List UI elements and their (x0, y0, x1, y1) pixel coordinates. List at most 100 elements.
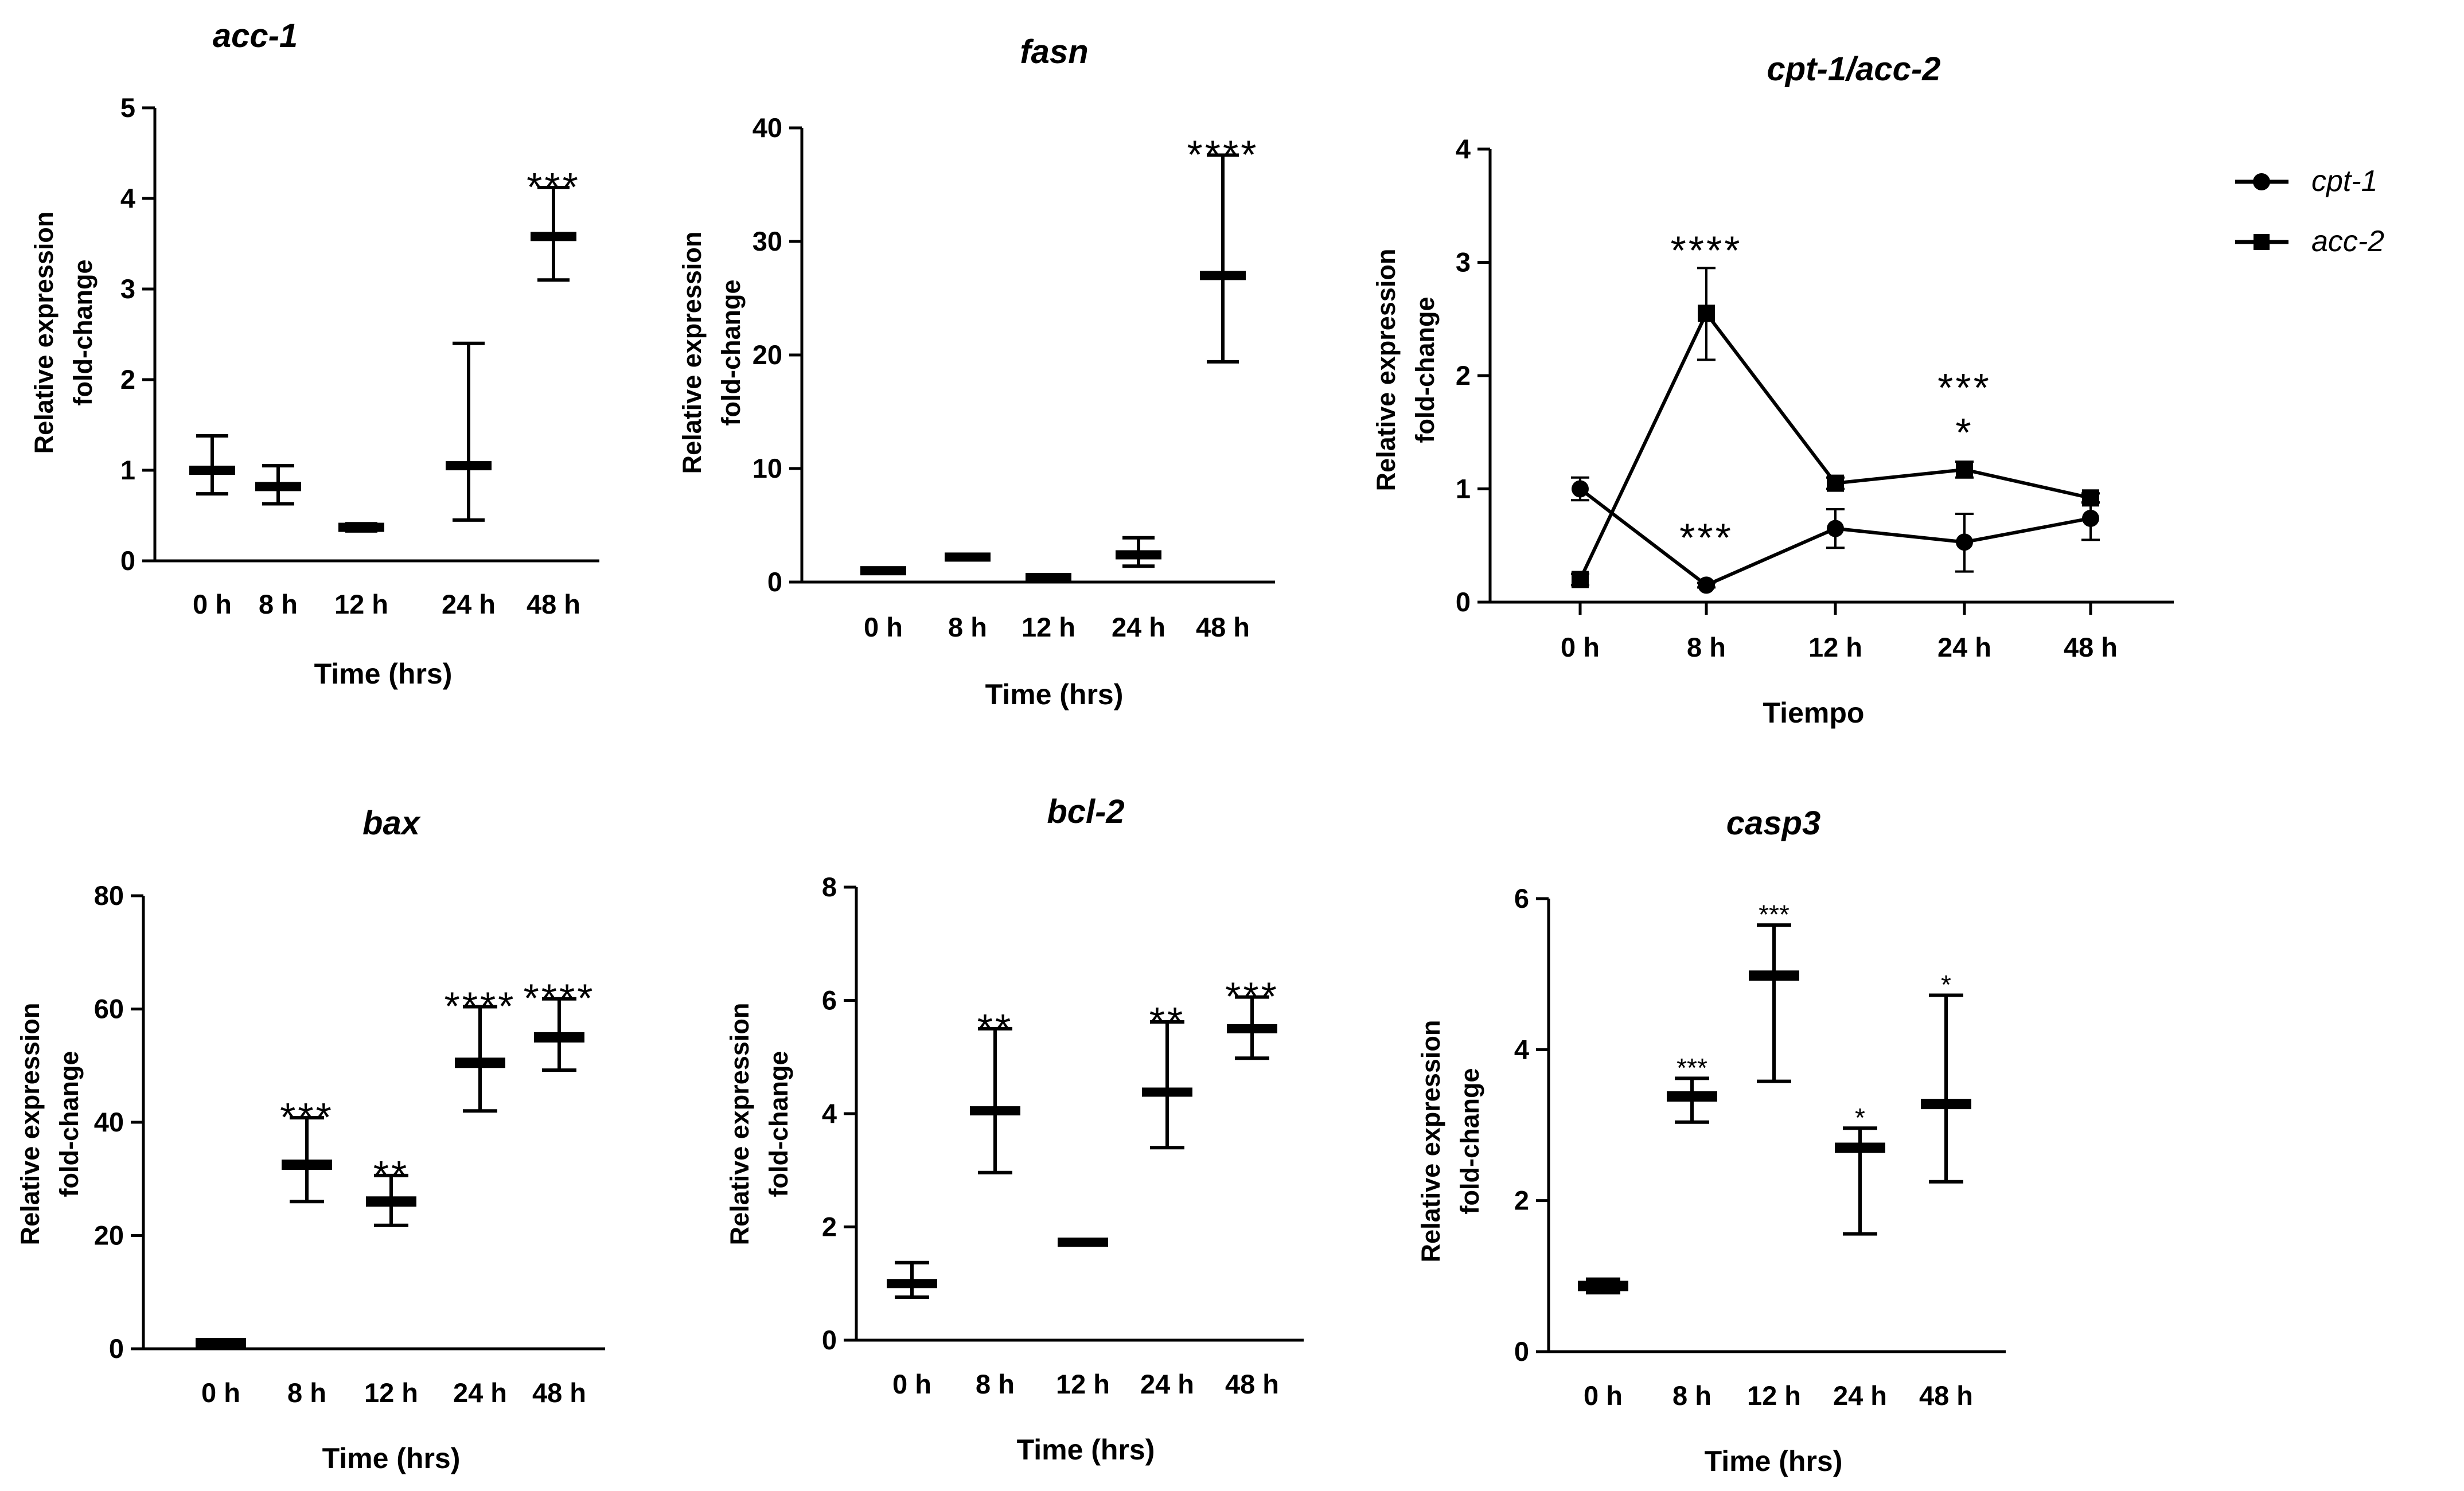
mean-bar (338, 522, 384, 532)
y-tick-label: 0 (120, 545, 135, 576)
data-point-group (1116, 536, 1161, 568)
y-tick-label: 0 (109, 1333, 124, 1364)
chart-title: acc-1 (213, 17, 298, 54)
data-point-group (887, 1260, 937, 1299)
data-point-group: ** (970, 1006, 1020, 1174)
mean-bar (1142, 1087, 1192, 1097)
y-tick-label: 2 (1456, 360, 1471, 391)
data-point-group: ** (1142, 999, 1192, 1150)
data-point-group (1058, 1238, 1108, 1247)
y-tick-label: 6 (1514, 883, 1529, 914)
mean-bar (366, 1196, 416, 1207)
y-tick-label: 20 (753, 339, 782, 370)
data-point-circle (1572, 480, 1589, 498)
significance-label: *** (280, 1095, 334, 1139)
y-tick-label: 2 (120, 364, 135, 395)
significance-label: *** (1225, 974, 1279, 1019)
y-tick-label: 10 (753, 453, 782, 483)
y-axis-label-line2: fold-change (1455, 1068, 1484, 1215)
y-tick-label: 4 (822, 1098, 837, 1129)
x-axis-label: Time (hrs) (1705, 1445, 1843, 1477)
mean-bar (1058, 1238, 1108, 1247)
mean-bar (970, 1106, 1020, 1116)
data-point-group (1026, 573, 1071, 583)
y-axis-label-line1: Relative expression (29, 212, 59, 454)
mean-bar (1578, 1281, 1628, 1291)
x-tick-label: 12 h (1022, 612, 1075, 642)
plot-area: 0 10 20 30 40 0 h 8 h 12 h 24 h 48 h **** (753, 112, 1275, 642)
x-tick-label: 12 h (334, 589, 388, 619)
chart-cpt-1-acc-2: cpt-1/acc-2 Relative expression fold-cha… (1371, 50, 2174, 729)
chart-title: casp3 (1726, 805, 1820, 842)
mean-bar (531, 232, 576, 241)
significance-label: **** (1671, 228, 1742, 272)
x-tick-label: 24 h (1112, 612, 1165, 642)
data-point-square (1827, 474, 1844, 492)
y-tick-label: 4 (1514, 1034, 1529, 1064)
x-tick-label: 0 h (193, 589, 232, 619)
y-tick-label: 6 (822, 985, 837, 1016)
data-point-square (1956, 460, 1973, 478)
data-point-group: * (1921, 970, 1971, 1184)
mean-bar (945, 552, 991, 562)
y-axis-label-line1: Relative expression (1416, 1020, 1445, 1263)
y-tick-label: 8 (822, 872, 837, 902)
x-tick-label: 12 h (1056, 1369, 1110, 1399)
y-tick-label: 4 (1456, 134, 1471, 164)
y-tick-label: 40 (94, 1107, 124, 1137)
y-tick-label: 0 (1514, 1336, 1529, 1367)
y-tick-label: 3 (120, 274, 135, 304)
x-tick-label: 48 h (2064, 632, 2118, 662)
mean-bar (1921, 1099, 1971, 1110)
data-point-group (189, 434, 235, 496)
y-tick-label: 20 (94, 1220, 124, 1251)
x-tick-label: 8 h (287, 1377, 326, 1408)
data-point-group (446, 341, 492, 522)
mean-bar (455, 1057, 505, 1068)
x-tick-label: 24 h (1937, 632, 1991, 662)
data-point-group: *** (1667, 1053, 1717, 1124)
x-tick-label: 12 h (1808, 632, 1862, 662)
data-point-group (196, 1338, 246, 1349)
y-tick-label: 0 (767, 567, 782, 597)
data-point-group: *** (1225, 974, 1279, 1060)
x-tick-label: 8 h (1672, 1380, 1711, 1411)
x-tick-label: 48 h (1225, 1369, 1279, 1399)
data-point-circle (2082, 509, 2099, 527)
significance-label: *** (1677, 1053, 1707, 1083)
series-cpt-1 (1571, 476, 2100, 594)
significance-label: *** (1937, 365, 1991, 410)
x-axis-label: Time (hrs) (985, 678, 1124, 711)
y-tick-label: 60 (94, 994, 124, 1024)
significance-label: * (1941, 970, 1951, 1000)
significance-label: **** (445, 984, 516, 1029)
data-point-circle (1698, 576, 1715, 594)
legend: cpt-1 acc-2 (2235, 165, 2384, 258)
significance-label: **** (524, 976, 595, 1021)
y-tick-label: 30 (753, 226, 782, 256)
y-axis-label-line1: Relative expression (15, 1003, 45, 1246)
mean-bar (887, 1279, 937, 1289)
data-point-group (860, 566, 906, 576)
y-tick-label: 80 (94, 880, 124, 911)
x-axis-label: Time (hrs) (1017, 1434, 1155, 1466)
significance-label: ** (373, 1153, 409, 1197)
mean-bar (255, 482, 301, 491)
square-marker-icon (2254, 234, 2270, 250)
x-tick-label: 24 h (442, 589, 496, 619)
x-tick-label: 0 h (864, 612, 903, 642)
x-tick-label: 12 h (1747, 1380, 1801, 1411)
mean-bar (1026, 573, 1071, 583)
x-axis-label: Time (hrs) (322, 1442, 461, 1474)
x-tick-label: 0 h (201, 1377, 240, 1408)
x-axis-label: Tiempo (1763, 697, 1865, 729)
y-tick-label: 40 (753, 112, 782, 143)
x-tick-label: 24 h (1833, 1380, 1887, 1411)
x-tick-label: 24 h (453, 1377, 507, 1408)
legend-label-cpt-1: cpt-1 (2311, 165, 2378, 198)
mean-bar (189, 466, 235, 475)
mean-bar (1835, 1142, 1885, 1153)
data-point-group (945, 552, 991, 562)
data-point-square (1572, 571, 1589, 588)
